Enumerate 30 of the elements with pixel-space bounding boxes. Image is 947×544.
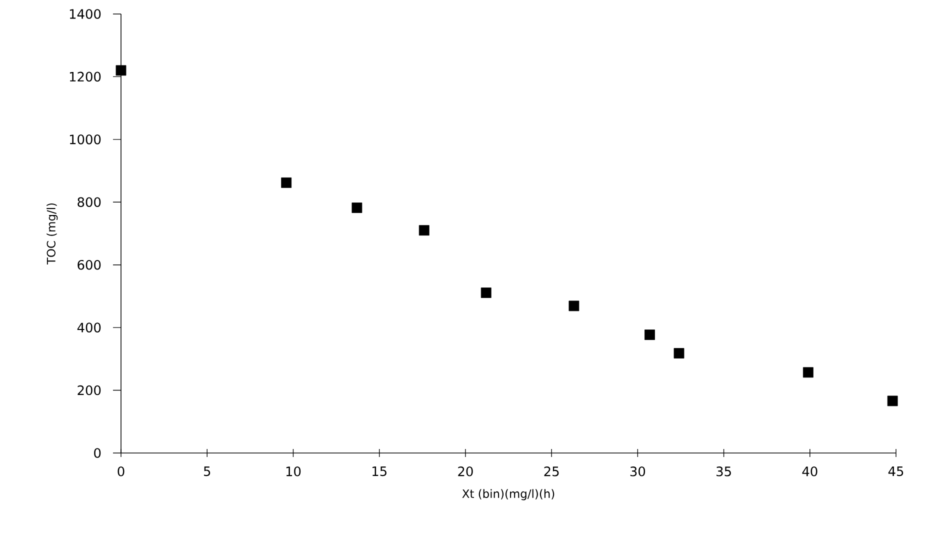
x-tick-label: 30	[630, 466, 646, 476]
point	[480, 288, 492, 298]
y-tick-label: 600	[78, 260, 101, 270]
point	[352, 202, 362, 213]
point	[644, 330, 655, 340]
x-tick-label: 25	[544, 466, 559, 476]
y-tick-label: 1000	[70, 134, 101, 144]
point	[418, 225, 430, 236]
point	[887, 396, 898, 406]
point	[116, 65, 126, 76]
y-tick-label: 200	[78, 385, 101, 396]
point	[674, 348, 684, 358]
y-tick-label: 800	[78, 197, 101, 208]
x-tick-label: 0	[118, 466, 124, 476]
x-tick-label: 45	[888, 466, 904, 476]
x-tick-label: 15	[372, 466, 386, 476]
y-axis-title: TOC (mg/l)	[46, 203, 58, 265]
x-tick-label: 40	[802, 466, 818, 476]
y-tick-label: 1400	[70, 9, 101, 19]
y-tick-label: 1200	[70, 72, 101, 82]
x-tick-label: 5	[204, 466, 210, 476]
x-axis-title: Xt (bin)(mg/l)(h)	[462, 489, 554, 500]
point	[568, 300, 580, 312]
x-tick-label: 35	[716, 466, 731, 476]
x-tick-label: 10	[286, 466, 301, 476]
x-tick-label: 20	[458, 466, 473, 476]
point	[802, 367, 814, 378]
point	[281, 177, 292, 188]
y-tick-label: 400	[77, 322, 101, 332]
y-tick-label: 0	[94, 448, 101, 458]
